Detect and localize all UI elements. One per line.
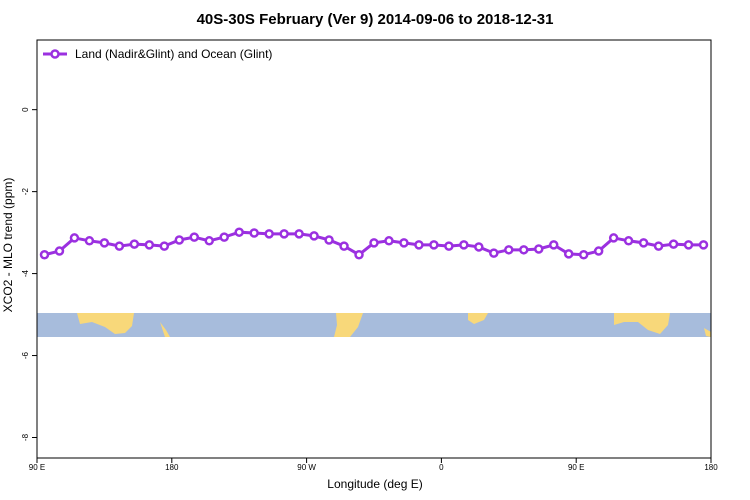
- point: [593, 246, 604, 256]
- point: [354, 249, 364, 260]
- chart-title: 40S-30S February (Ver 9) 2014-09-06 to 2…: [197, 11, 554, 28]
- point: [504, 245, 514, 255]
- point: [608, 233, 619, 243]
- y-tick-label: -8: [21, 433, 30, 441]
- point: [429, 240, 439, 250]
- point: [39, 249, 50, 260]
- point: [698, 240, 709, 250]
- x-tick-label: 0: [439, 463, 444, 472]
- x-tick-label: 90 E: [568, 463, 584, 472]
- point: [69, 233, 80, 243]
- y-tick-label: 0: [21, 107, 30, 112]
- point: [324, 235, 334, 245]
- point: [444, 241, 454, 251]
- point: [249, 228, 259, 238]
- point: [84, 236, 95, 246]
- point: [99, 238, 110, 248]
- point: [189, 232, 200, 242]
- point: [638, 238, 649, 248]
- point: [129, 239, 140, 249]
- point: [339, 241, 349, 251]
- point: [294, 229, 304, 239]
- point: [683, 240, 694, 250]
- point: [54, 246, 65, 256]
- x-tick-label: 90 W: [297, 463, 316, 472]
- x-tick-label: 180: [704, 463, 718, 472]
- point: [144, 240, 155, 250]
- point: [668, 239, 679, 249]
- point: [384, 236, 394, 246]
- point: [219, 232, 229, 242]
- point: [264, 229, 274, 239]
- point: [459, 240, 469, 250]
- point: [623, 236, 634, 246]
- point: [399, 238, 409, 248]
- y-axis-label: XCO2 - MLO trend (ppm): [1, 178, 15, 313]
- y-tick-label: -2: [21, 188, 30, 196]
- legend-label: Land (Nadir&Glint) and Ocean (Glint): [75, 47, 272, 61]
- point: [578, 249, 589, 260]
- point: [534, 244, 544, 254]
- map-band: [37, 313, 711, 337]
- legend-marker: [50, 49, 60, 59]
- x-axis-label: Longitude (deg E): [327, 477, 422, 491]
- point: [114, 241, 125, 251]
- point: [653, 241, 664, 251]
- point: [234, 227, 244, 237]
- y-tick-label: -6: [21, 351, 30, 359]
- point: [414, 240, 424, 250]
- point: [369, 238, 379, 248]
- point: [548, 240, 559, 250]
- x-tick-label: 180: [165, 463, 179, 472]
- point: [279, 229, 289, 239]
- y-tick-label: -4: [21, 269, 30, 277]
- x-tick-label: 90 E: [29, 463, 45, 472]
- point: [309, 231, 319, 241]
- point: [519, 245, 529, 255]
- point: [489, 248, 499, 258]
- point: [174, 235, 185, 245]
- point: [204, 236, 214, 246]
- plot-frame: [36, 39, 712, 459]
- point: [159, 241, 170, 251]
- point: [474, 242, 484, 252]
- point: [563, 249, 574, 259]
